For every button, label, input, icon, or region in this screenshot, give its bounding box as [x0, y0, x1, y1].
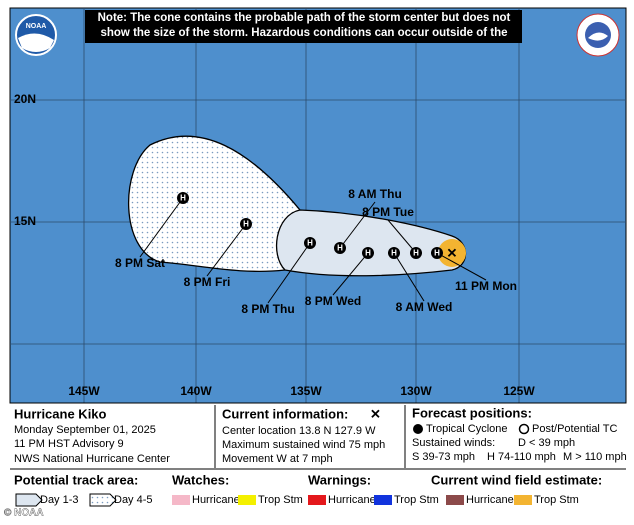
note-wrap: Note: The cone contains the probable pat… — [97, 12, 511, 43]
lon-label: 130W — [400, 384, 432, 398]
watches-title: Watches: — [172, 472, 229, 487]
storm-title: Hurricane Kiko — [14, 406, 107, 421]
note-box — [85, 10, 522, 43]
position-marker — [334, 242, 346, 254]
leader-line — [393, 252, 425, 302]
leader-line — [267, 242, 311, 304]
forecast-ptc: Post/Potential TC — [532, 423, 617, 435]
current-symbol: ✕ — [370, 406, 381, 421]
storm-date: Monday September 01, 2025 — [14, 424, 156, 436]
cone-day-4-5 — [127, 135, 301, 273]
warn-hurricane: Hurricane — [328, 494, 376, 506]
current-line: Maximum sustained wind 75 mph — [222, 439, 385, 451]
position-marker — [388, 247, 400, 259]
warnings-title: Warnings: — [308, 472, 371, 487]
day13-icon — [15, 493, 43, 507]
watch-ts: Trop Stm — [258, 494, 303, 506]
nws-logo — [576, 13, 620, 57]
current-line: Center location 13.8 N 127.9 W — [222, 425, 376, 437]
leader-line — [436, 252, 487, 281]
position-marker-letter: H — [365, 249, 371, 258]
position-label: 8 PM Wed — [305, 294, 361, 308]
position-marker-letter: H — [413, 249, 419, 258]
wind-ts: Trop Stm — [534, 494, 579, 506]
position-label: 8 PM Thu — [241, 302, 294, 316]
position-label: 8 AM Wed — [396, 300, 453, 314]
position-marker-letter: H — [434, 249, 440, 258]
wind-field — [438, 239, 466, 267]
watch-ts-icon — [238, 495, 256, 505]
position-label: 8 PM Sat — [115, 256, 165, 270]
forecast-winds: Sustained winds: — [412, 437, 495, 449]
leader-line — [332, 252, 369, 296]
wind-hurricane: Hurricane — [466, 494, 514, 506]
position-label: 11 PM Mon — [455, 279, 517, 293]
wind-title: Current wind field estimate: — [431, 472, 602, 487]
position-label: 8 PM Tue — [362, 205, 414, 219]
lat-label: 15N — [14, 214, 36, 228]
warn-hurricane-icon — [308, 495, 326, 505]
position-marker — [431, 247, 443, 259]
storm-advisory: 11 PM HST Advisory 9 — [14, 438, 124, 450]
position-marker-letter: H — [337, 244, 343, 253]
ocean — [9, 7, 627, 404]
leader-line — [387, 219, 417, 254]
leader-line — [139, 197, 184, 258]
lon-label: 145W — [68, 384, 100, 398]
warn-ts-icon — [374, 495, 392, 505]
forecast-title: Forecast positions: — [412, 405, 532, 420]
forecast-s: S 39-73 mph — [412, 451, 475, 463]
position-marker-letter: H — [180, 194, 186, 203]
position-marker-letter: H — [391, 249, 397, 258]
credit: © NOAA — [4, 508, 44, 519]
current-center: ✕ — [447, 245, 458, 260]
forecast-m: M > 110 mph — [563, 451, 627, 463]
track-day45: Day 4-5 — [114, 494, 153, 506]
lon-label: 140W — [180, 384, 212, 398]
storm-center: NWS National Hurricane Center — [14, 453, 170, 465]
wind-ts-icon — [514, 495, 532, 505]
note: Note: The cone contains the probable pat… — [97, 12, 511, 43]
warn-ts: Trop Stm — [394, 494, 439, 506]
current-title: Current information: — [222, 406, 348, 421]
position-marker — [304, 237, 316, 249]
position-marker-letter: H — [243, 220, 249, 229]
watch-hurricane-icon — [172, 495, 190, 505]
track-title: Potential track area: — [14, 472, 138, 487]
track-day13: Day 1-3 — [40, 494, 79, 506]
current-line: Movement W at 7 mph — [222, 453, 333, 465]
tc-icon — [413, 424, 423, 434]
position-marker-letter: H — [307, 239, 313, 248]
forecast-d: D < 39 mph — [518, 437, 575, 449]
wind-hurricane-icon — [446, 495, 464, 505]
position-label: 8 PM Fri — [184, 275, 231, 289]
logo-text: NOAA — [26, 23, 47, 30]
noaa-logo: NOAA — [15, 14, 57, 56]
forecast-h: H 74-110 mph — [487, 451, 556, 463]
lon-label: 135W — [290, 384, 322, 398]
forecast-positions: H 8 PM Sat H 8 PM Fri H 8 PM Thu H 8 AM Thu H 8 P… — [115, 187, 517, 316]
cone-day-1-3 — [275, 209, 467, 277]
lon-label: 125W — [503, 384, 535, 398]
ptc-icon — [518, 423, 530, 435]
position-marker — [410, 247, 422, 259]
leader-line — [206, 223, 247, 277]
day45-icon — [89, 493, 117, 507]
lat-label: 20N — [14, 92, 36, 106]
position-marker — [362, 247, 374, 259]
forecast-tc: Tropical Cyclone — [426, 423, 508, 435]
position-marker — [240, 218, 252, 230]
watch-hurricane: Hurricane — [192, 494, 240, 506]
position-marker — [177, 192, 189, 204]
position-label: 8 AM Thu — [348, 187, 402, 201]
leader-line — [339, 201, 376, 249]
